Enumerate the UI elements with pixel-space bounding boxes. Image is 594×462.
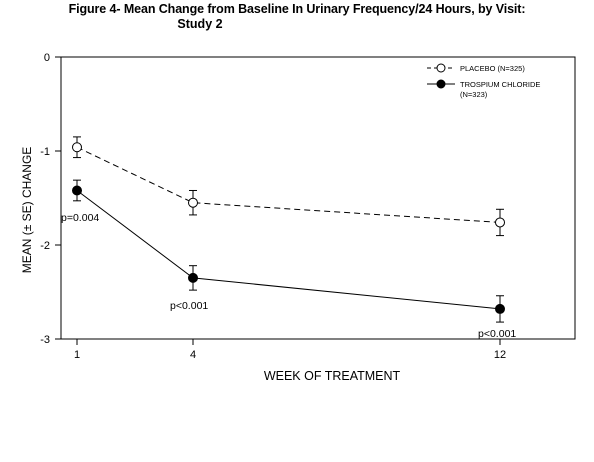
y-tick-label: -3	[40, 334, 50, 346]
legend-placebo-marker	[436, 63, 446, 73]
x-tick-label: 4	[190, 349, 196, 361]
y-tick-label: -1	[40, 146, 50, 158]
y-tick-label: -2	[40, 240, 50, 252]
y-tick-label: 0	[44, 52, 50, 64]
series-placebo	[72, 136, 505, 237]
p-value-annotation: p<0.001	[170, 300, 208, 312]
y-axis-ticks: 0 -1 -2 -3	[40, 52, 61, 346]
legend-trospium-label-line-2: (N=323)	[460, 90, 488, 99]
series-line	[76, 190, 501, 310]
legend: PLACEBO (N=325) TROSPIUM CHLORIDE (N=323…	[427, 63, 540, 99]
y-axis-label: MEAN (± SE) CHANGE	[20, 147, 34, 274]
data-point	[188, 272, 198, 283]
legend-trospium-label: TROSPIUM CHLORIDE	[460, 80, 540, 89]
legend-placebo-label: PLACEBO (N=325)	[460, 64, 525, 73]
plot-frame	[60, 56, 576, 340]
data-point	[495, 217, 505, 228]
p-value-annotation: p=0.004	[61, 212, 99, 224]
series-trospium-chloride	[72, 179, 505, 323]
legend-trospium-marker	[436, 79, 446, 89]
chart-title-line-2: Study 2	[177, 17, 223, 31]
x-tick-label: 1	[74, 349, 80, 361]
series-line	[76, 146, 501, 223]
p-value-annotation: p<0.001	[478, 328, 516, 340]
x-axis-ticks: 1 4 12	[74, 339, 506, 361]
data-point	[188, 197, 198, 208]
data-point	[72, 142, 82, 153]
x-axis-label: WEEK OF TREATMENT	[264, 369, 401, 383]
data-point	[72, 185, 82, 196]
data-point	[495, 303, 505, 314]
series-layer	[72, 136, 505, 323]
chart-title-line-1: Figure 4- Mean Change from Baseline In U…	[68, 2, 526, 16]
x-tick-label: 12	[494, 349, 506, 361]
